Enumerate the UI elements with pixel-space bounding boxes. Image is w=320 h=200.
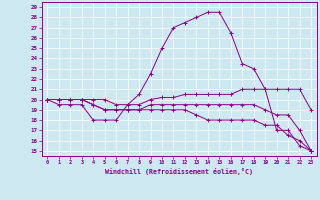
- X-axis label: Windchill (Refroidissement éolien,°C): Windchill (Refroidissement éolien,°C): [105, 168, 253, 175]
